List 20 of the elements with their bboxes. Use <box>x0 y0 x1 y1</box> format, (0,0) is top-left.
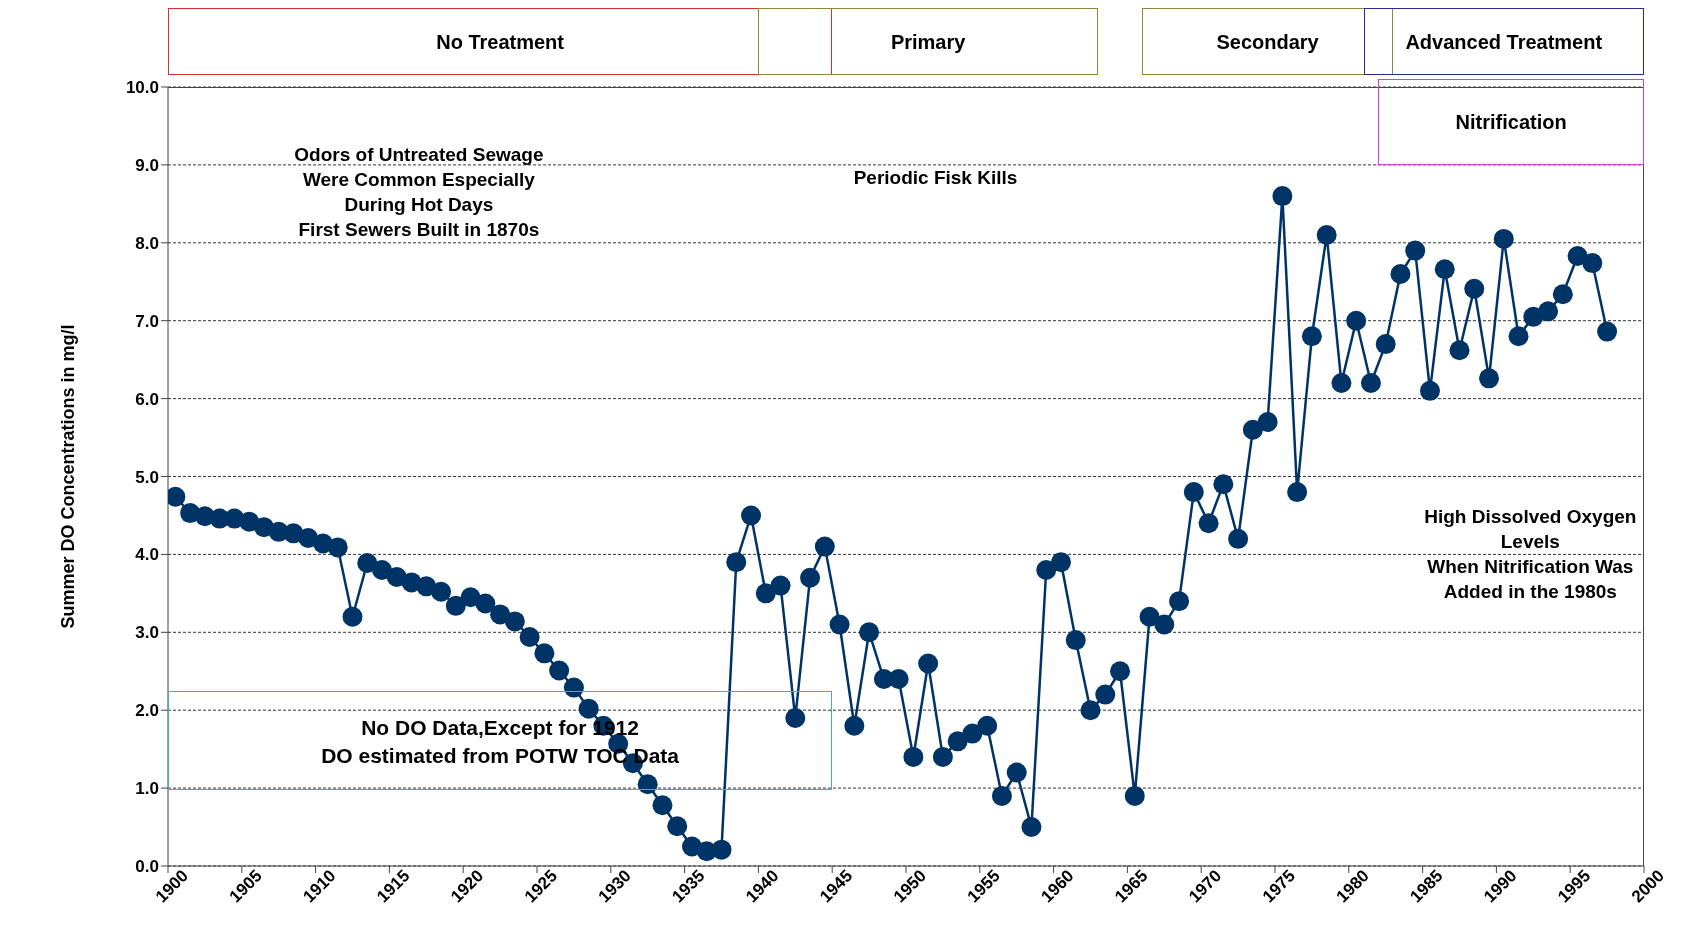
y-tick-label: 7.0 <box>135 311 159 331</box>
y-tick-label: 3.0 <box>135 623 159 643</box>
y-tick-label: 1.0 <box>135 779 159 799</box>
text: Advanced Treatment <box>1404 29 1604 55</box>
annotation: Periodic Fisk Kills <box>852 165 1019 190</box>
y-tick-label: 8.0 <box>135 233 159 253</box>
y-tick-label: 2.0 <box>135 701 159 721</box>
y-tick-label: 6.0 <box>135 389 159 409</box>
text: Primary <box>889 29 967 55</box>
y-tick-label: 5.0 <box>135 467 159 487</box>
text: No Treatment <box>435 29 565 55</box>
y-tick-label: 4.0 <box>135 545 159 565</box>
y-tick-label: 0.0 <box>135 857 159 877</box>
annotation: Odors of Untreated Sewage Were Common Especially During Hot Days First Sewers Built in 1870s <box>293 142 545 242</box>
annotation: Nitrification <box>1454 110 1568 135</box>
annotation: High Dissolved Oxygen Levels When Nitrification Was Added in the 1980s <box>1423 504 1638 604</box>
y-tick-label: 10.0 <box>125 78 159 98</box>
y-axis-title: Summer DO Concentrations in mg/l <box>58 324 79 629</box>
y-tick-label: 9.0 <box>135 155 159 175</box>
text: Secondary <box>1215 29 1320 55</box>
